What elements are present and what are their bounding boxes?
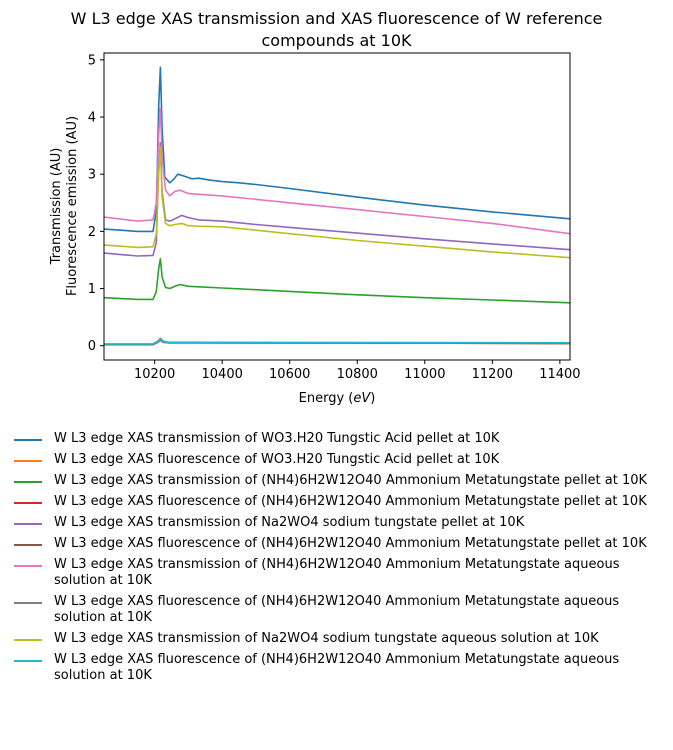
legend-swatch-6	[14, 565, 42, 567]
legend-swatch-9	[14, 660, 42, 662]
legend-swatch-5	[14, 544, 42, 546]
legend: W L3 edge XAS transmission of WO3.H20 Tu…	[14, 431, 664, 689]
legend-swatch-0	[14, 439, 42, 441]
y-axis-label-line2: Fluorescence emission (AU)	[65, 116, 80, 296]
legend-item-1: W L3 edge XAS fluorescence of WO3.H20 Tu…	[14, 452, 664, 468]
chart: 10200 10400 10600 10800 11000 11200 11400 0 1 2 3…	[49, 52, 581, 406]
legend-item-7: W L3 edge XAS fluorescence of (NH4)6H2W1…	[14, 594, 664, 626]
legend-label-2: W L3 edge XAS transmission of (NH4)6H2W1…	[54, 473, 648, 488]
legend-item-9: W L3 edge XAS fluorescence of (NH4)6H2W1…	[14, 652, 664, 684]
x-tick-label-0: 10200	[134, 367, 175, 382]
series-line-9	[104, 338, 570, 345]
y-axis-label-line1: Transmission (AU)	[49, 148, 64, 266]
series-line-6	[103, 107, 571, 235]
legend-label-8: W L3 edge XAS transmission of Na2WO4 sod…	[54, 631, 599, 646]
legend-swatch-2	[14, 481, 42, 483]
chart-title-line2: compounds at 10K	[261, 31, 412, 50]
x-ticks: 10200 10400 10600 10800 11000 11200 11400	[134, 360, 581, 382]
x-tick-label-4: 11000	[404, 367, 445, 382]
chart-title-line1: W L3 edge XAS transmission and XAS fluor…	[70, 9, 603, 28]
legend-label-3: W L3 edge XAS fluorescence of (NH4)6H2W1…	[54, 494, 647, 509]
x-tick-label-1: 10400	[202, 367, 243, 382]
legend-item-8: W L3 edge XAS transmission of Na2WO4 sod…	[14, 631, 664, 647]
x-axis-label: Energy (eV)	[299, 391, 376, 406]
y-tick-label-5: 5	[88, 53, 96, 68]
legend-swatch-3	[14, 502, 42, 504]
y-tick-label-2: 2	[88, 225, 96, 240]
legend-label-5: W L3 edge XAS fluorescence of (NH4)6H2W1…	[54, 536, 647, 551]
x-tick-label-5: 11200	[472, 367, 513, 382]
x-tick-label-3: 10800	[337, 367, 378, 382]
legend-swatch-7	[14, 602, 42, 604]
legend-item-4: W L3 edge XAS transmission of Na2WO4 sod…	[14, 515, 664, 531]
series-line-2	[103, 257, 571, 304]
legend-item-2: W L3 edge XAS transmission of (NH4)6H2W1…	[14, 473, 664, 489]
series-line-8	[103, 146, 571, 259]
legend-item-3: W L3 edge XAS fluorescence of (NH4)6H2W1…	[14, 494, 664, 510]
y-tick-label-1: 1	[88, 282, 96, 297]
legend-item-0: W L3 edge XAS transmission of WO3.H20 Tu…	[14, 431, 664, 447]
x-tick-label-6: 11400	[539, 367, 580, 382]
legend-label-4: W L3 edge XAS transmission of Na2WO4 sod…	[54, 515, 525, 530]
plot-series	[103, 66, 571, 346]
legend-item-6: W L3 edge XAS transmission of (NH4)6H2W1…	[14, 557, 664, 589]
y-tick-label-0: 0	[88, 339, 96, 354]
legend-label-0: W L3 edge XAS transmission of WO3.H20 Tu…	[54, 431, 500, 446]
x-tick-label-2: 10600	[269, 367, 310, 382]
legend-label-9: W L3 edge XAS fluorescence of (NH4)6H2W1…	[54, 652, 620, 683]
legend-swatch-4	[14, 523, 42, 525]
legend-label-7: W L3 edge XAS fluorescence of (NH4)6H2W1…	[54, 594, 620, 625]
legend-label-1: W L3 edge XAS fluorescence of WO3.H20 Tu…	[54, 452, 500, 467]
legend-label-6: W L3 edge XAS transmission of (NH4)6H2W1…	[54, 557, 620, 588]
legend-item-5: W L3 edge XAS fluorescence of (NH4)6H2W1…	[14, 536, 664, 552]
plot-frame	[103, 52, 571, 361]
legend-swatch-8	[14, 639, 42, 641]
y-tick-label-4: 4	[88, 111, 96, 126]
y-tick-label-3: 3	[88, 168, 96, 183]
legend-swatch-1	[14, 460, 42, 462]
y-ticks: 0 1 2 3 4 5	[88, 53, 104, 354]
